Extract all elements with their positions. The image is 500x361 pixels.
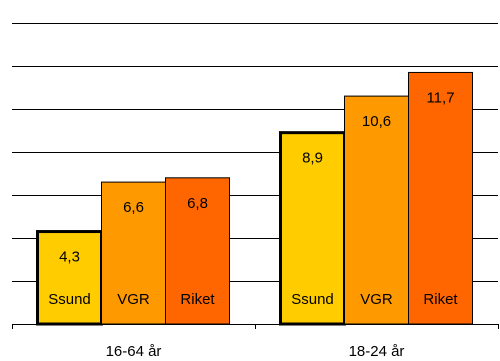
- bar-series-label: VGR: [360, 291, 393, 308]
- category-label: 16-64 år: [106, 343, 162, 360]
- bar-series-label: Ssund: [291, 291, 334, 308]
- bar-series-label: Ssund: [48, 291, 91, 308]
- value-label: 10,6: [362, 113, 391, 130]
- value-label: 4,3: [59, 249, 80, 266]
- bar-series-label: Riket: [423, 291, 458, 308]
- value-label: 6,6: [123, 199, 144, 216]
- category-label: 18-24 år: [349, 343, 405, 360]
- x-axis: [12, 324, 499, 329]
- value-label: 8,9: [302, 150, 323, 167]
- bar-series-label: Riket: [180, 291, 215, 308]
- bar-ssund-2: [279, 131, 346, 326]
- bars: [36, 71, 473, 326]
- labels: 4,3 Ssund 6,6 VGR 6,8 Riket 16-64 år 8,9 Ssund 10…: [48, 89, 458, 360]
- bar-ssund-1: [36, 230, 103, 326]
- value-label: 6,8: [187, 195, 208, 212]
- bar-series-label: VGR: [117, 291, 150, 308]
- bar-riket-1: [165, 177, 230, 325]
- bar-vgr-2: [344, 95, 409, 325]
- value-label: 11,7: [426, 89, 454, 106]
- bar-riket-2: [408, 71, 473, 325]
